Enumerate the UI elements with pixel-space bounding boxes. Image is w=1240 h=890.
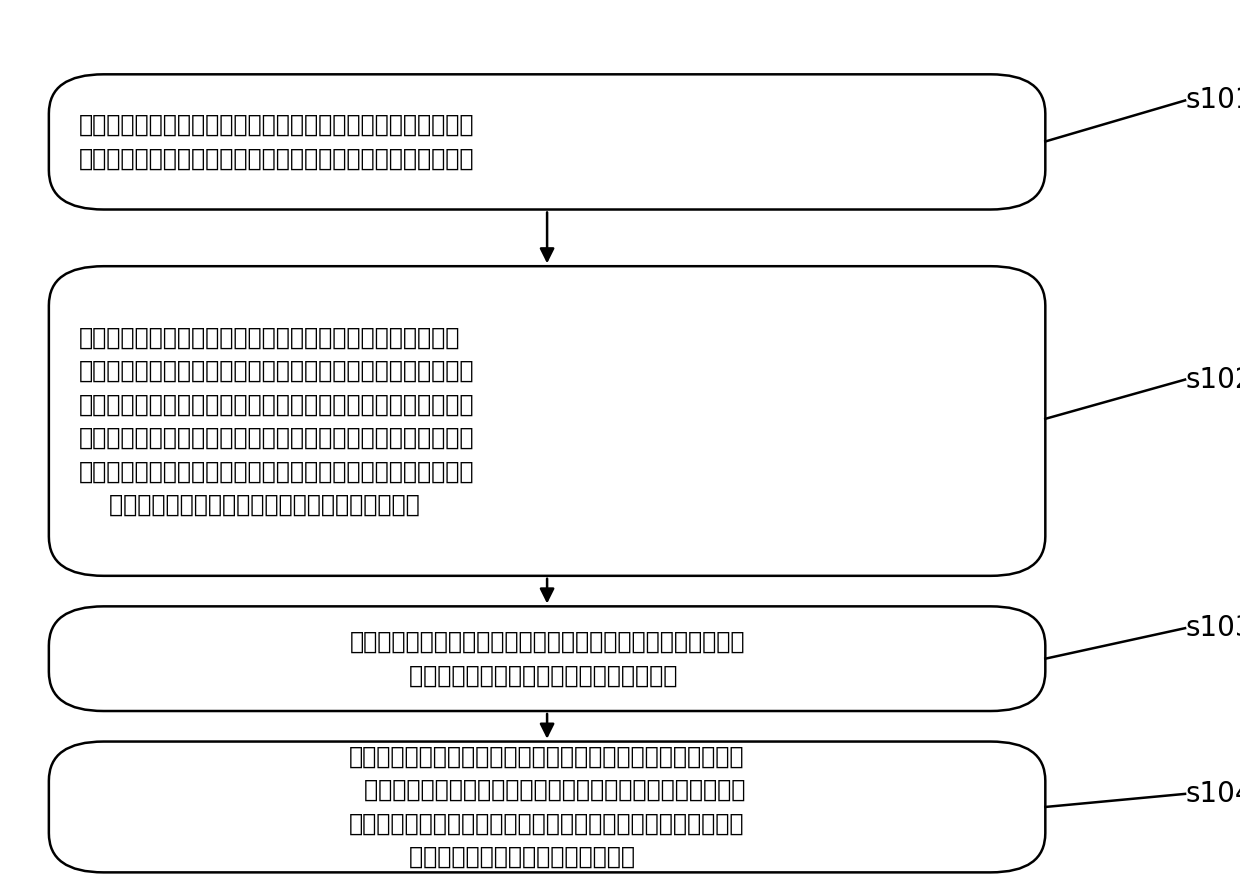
Text: 获取样本用户的用药依从性数据、临床数据、基本信息数据及基
线指标数据，根据所述用药依从性数据获得用药依从性时间序列: 获取样本用户的用药依从性数据、临床数据、基本信息数据及基 线指标数据，根据所述用… [79, 113, 475, 171]
Text: s102: s102 [1185, 366, 1240, 393]
Text: s104: s104 [1185, 780, 1240, 808]
Text: 根据所述基本信息数据及基线指标数据对所述用药依从性模式集
        合进行训练，获得用药依从性模式分类模型: 根据所述基本信息数据及基线指标数据对所述用药依从性模式集 合进行训练，获得用药依… [350, 630, 745, 687]
FancyBboxPatch shape [48, 266, 1045, 576]
Text: 获取目标用户的基本信息数据及基线数据，并将所述目标用户的
  基本信息数据及基线数据输入至所述用药依从性模式分类模型
中，获得目标用户的用药依从性模式，根据所述: 获取目标用户的基本信息数据及基线数据，并将所述目标用户的 基本信息数据及基线数据… [348, 745, 745, 870]
FancyBboxPatch shape [48, 74, 1045, 209]
FancyBboxPatch shape [48, 606, 1045, 711]
FancyBboxPatch shape [48, 741, 1045, 872]
Text: s103: s103 [1185, 614, 1240, 643]
Text: 对所述用药依从性时间序列进行聚类，获得用药依从性模式集
合，根据所述基本信息数据及临床数据对所述用药依从性模式集
合进行逻辑回归分析，获得所述用药依从性模式集合: 对所述用药依从性时间序列进行聚类，获得用药依从性模式集 合，根据所述基本信息数据… [79, 325, 475, 517]
Text: s101: s101 [1185, 86, 1240, 115]
